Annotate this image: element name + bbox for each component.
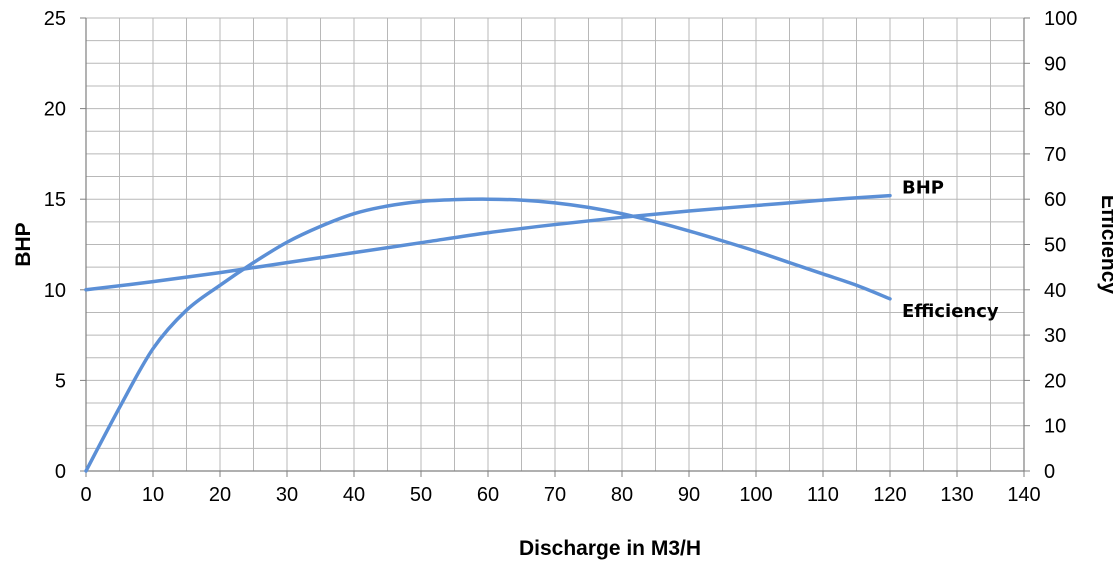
- efficiency-series-label: Efficiency: [902, 301, 999, 322]
- y-tick-label: 5: [55, 370, 66, 392]
- x-tick-label: 140: [1007, 484, 1040, 506]
- y2-tick-label: 90: [1044, 53, 1066, 75]
- grid-layer: [85, 17, 1025, 472]
- x-tick-label: 60: [477, 484, 499, 506]
- x-tick-label: 120: [873, 484, 906, 506]
- y2-tick-label: 60: [1044, 189, 1066, 211]
- y2-tick-label: 0: [1044, 461, 1055, 483]
- efficiency-series-line: [84, 197, 892, 473]
- y-tick-label: 25: [44, 8, 66, 30]
- x-tick-label: 0: [80, 484, 91, 506]
- y2-tick-label: 10: [1044, 416, 1066, 438]
- x-tick-label: 40: [343, 484, 365, 506]
- y2-tick-label: 50: [1044, 235, 1066, 257]
- x-tick-label: 80: [611, 484, 633, 506]
- y2-tick-label: 100: [1044, 8, 1077, 30]
- y-tick-label: 10: [44, 280, 66, 302]
- x-tick-label: 110: [807, 484, 839, 506]
- y-tick-label: 0: [55, 461, 66, 483]
- x-tick-label: 20: [209, 484, 231, 506]
- series-layer: [84, 193, 892, 473]
- y2-tick-label: 70: [1044, 144, 1066, 166]
- x-tick-label: 10: [142, 484, 164, 506]
- y2-axis-title: Efficiency: [1097, 195, 1113, 295]
- y-tick-label: 20: [44, 99, 66, 121]
- x-axis-title: Discharge in M3/H: [519, 537, 701, 560]
- y2-tick-label: 40: [1044, 280, 1066, 302]
- y2-tick-label: 80: [1044, 99, 1066, 121]
- bhp-series-line: [84, 193, 892, 292]
- x-tick-label: 90: [678, 484, 700, 506]
- y-tick-label: 15: [44, 189, 66, 211]
- x-tick-label: 100: [739, 484, 772, 506]
- bhp-series-label: BHP: [902, 178, 944, 199]
- x-tick-label: 70: [544, 484, 566, 506]
- axis-layer: [80, 17, 1030, 477]
- y-axis-title: BHP: [12, 222, 35, 266]
- x-tick-label: 130: [940, 484, 973, 506]
- y2-tick-label: 20: [1044, 370, 1066, 392]
- y2-tick-label: 30: [1044, 325, 1066, 347]
- x-tick-label: 50: [410, 484, 432, 506]
- x-tick-label: 30: [276, 484, 298, 506]
- label-layer: 0 10 20 30 40 50 60 70 80 90 100 110 120 130 140051015…: [12, 8, 1113, 560]
